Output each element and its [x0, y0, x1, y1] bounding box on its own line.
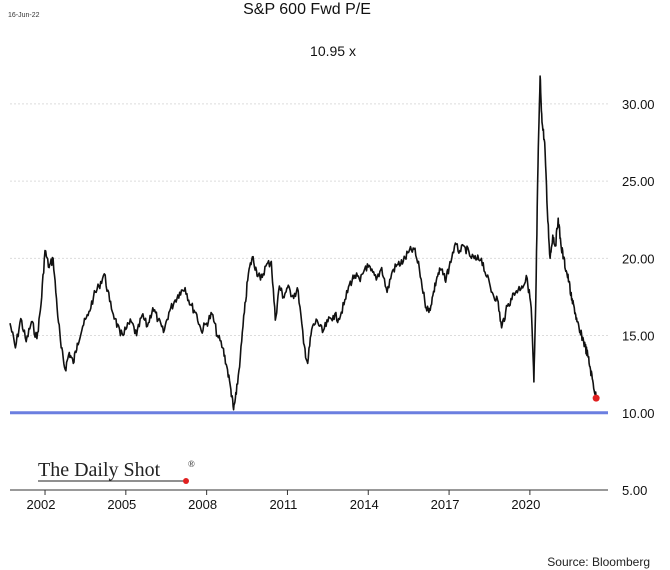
y-tick-label: 5.00 [622, 483, 647, 498]
x-axis: 2002 2005 2008 2011 2014 2017 2020 [10, 489, 608, 512]
chart-title: S&P 600 Fwd P/E [243, 1, 371, 18]
y-tick-label: 20.00 [622, 251, 655, 266]
x-tick-label: 2014 [350, 497, 379, 512]
x-tick-label: 2008 [188, 497, 217, 512]
gridlines [10, 103, 608, 491]
watermark-mark: ® [188, 459, 195, 469]
y-tick-label: 30.00 [622, 97, 655, 112]
x-tick-label: 2002 [27, 497, 56, 512]
plot-area [9, 75, 600, 411]
x-tick-label: 2011 [269, 497, 297, 512]
date-stamp: 16-Jun-22 [8, 12, 40, 19]
watermark: The Daily Shot ® [38, 459, 195, 484]
y-tick-label: 10.00 [622, 406, 655, 421]
y-tick-label: 15.00 [622, 329, 655, 344]
x-tick-label: 2005 [107, 497, 136, 512]
watermark-text: The Daily Shot [38, 459, 161, 481]
current-value-annotation: 10.95 x [310, 43, 356, 59]
y-axis: 5.00 10.00 15.00 20.00 25.00 30.00 [622, 97, 655, 498]
y-tick-label: 25.00 [622, 174, 655, 189]
watermark-dot [183, 478, 189, 484]
x-tick-label: 2020 [511, 497, 540, 512]
series-line [9, 75, 597, 411]
last-value-marker [592, 394, 600, 402]
x-tick-label: 2017 [431, 497, 460, 512]
source-note: Source: Bloomberg [547, 555, 650, 569]
